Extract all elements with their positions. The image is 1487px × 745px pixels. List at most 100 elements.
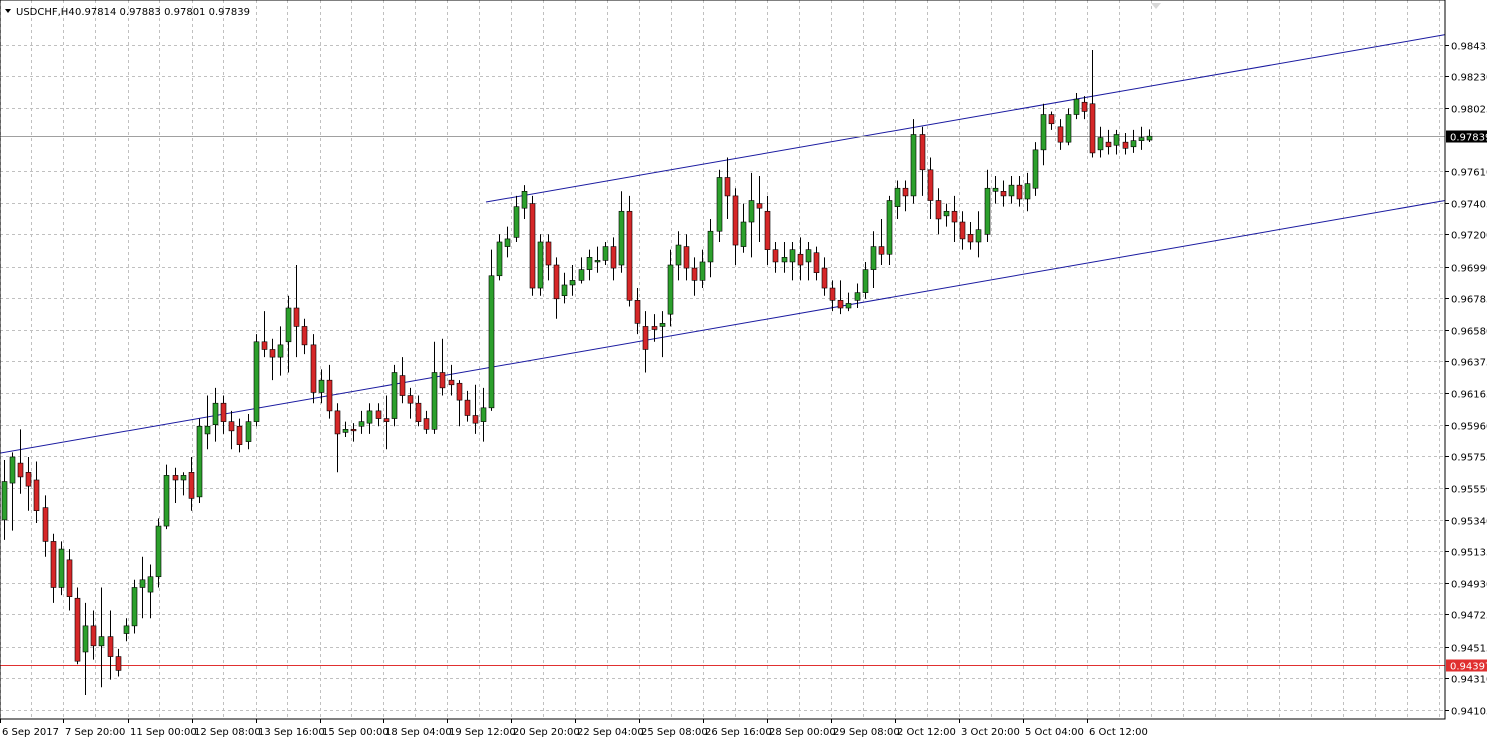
candle-body-bull [391, 372, 398, 419]
candle-body-bear [375, 410, 382, 419]
candle [139, 556, 146, 619]
candle-body-bull [513, 206, 520, 238]
candle [366, 403, 373, 434]
candle [919, 126, 926, 196]
candle [910, 119, 917, 204]
candle-body-bull [318, 379, 325, 393]
candle-body-bear [772, 249, 779, 263]
candle-body-bear [642, 326, 649, 350]
y-tick-label: 0.95755 [1451, 453, 1487, 464]
candle [756, 175, 763, 242]
candle-body-bull [707, 230, 714, 263]
candle [707, 218, 714, 278]
shift-marker-icon[interactable] [1151, 3, 1161, 9]
candle [1138, 126, 1145, 150]
candle [17, 429, 24, 494]
candle [90, 610, 97, 660]
candle-body-bear [797, 253, 804, 266]
candle-body-bear [683, 246, 690, 269]
candle-body-bull [845, 303, 852, 309]
candle-body-bull [1024, 183, 1031, 200]
candle [683, 234, 690, 281]
candle-body-bull [1097, 137, 1104, 151]
candle-body-bull [1065, 114, 1072, 143]
dropdown-triangle-icon[interactable] [5, 9, 11, 13]
candle-body-bull [82, 625, 89, 653]
candle-body-bear [399, 375, 406, 396]
candle-body-bull [521, 191, 528, 209]
candle [50, 533, 57, 603]
candle-body-bull [537, 241, 544, 289]
candle [602, 241, 609, 266]
y-tick-label: 0.98025 [1451, 105, 1487, 116]
candle-body-bull [480, 407, 487, 422]
candle [74, 587, 81, 665]
candle-body-bull [358, 421, 365, 427]
candle-body-bear [74, 597, 81, 662]
candle [724, 157, 731, 219]
candle-body-bear [301, 326, 308, 346]
candle [342, 421, 349, 437]
candle-body-bull [975, 229, 982, 243]
candle [1073, 93, 1080, 120]
candle [1065, 108, 1072, 146]
candle-body-bear [878, 246, 885, 255]
candle [659, 311, 666, 358]
candle [829, 280, 836, 312]
candle [318, 369, 325, 404]
candle [626, 195, 633, 307]
candle [415, 395, 422, 427]
support-price-tag [1446, 659, 1487, 672]
candle [212, 387, 219, 442]
support-price-label: 0.94397 [1450, 662, 1487, 673]
candle-body-bull [992, 187, 999, 192]
x-tick-label: 15 Sep 00:00 [322, 727, 389, 738]
x-tick-label: 5 Oct 04:00 [1025, 727, 1084, 738]
candle [285, 295, 292, 373]
candle [975, 211, 982, 258]
candle-body-bull [984, 187, 991, 235]
y-tick-label: 0.96375 [1451, 358, 1487, 369]
candle [943, 203, 950, 227]
candle-body-bear [1057, 126, 1064, 143]
candle-body-bear [902, 187, 909, 197]
candle [383, 395, 390, 450]
candle-body-bear [90, 625, 97, 647]
candle-body-bear [472, 415, 479, 424]
candle-body-bear [228, 421, 235, 432]
candle-body-bull [1113, 134, 1120, 146]
candle [33, 461, 40, 523]
candle [862, 261, 869, 299]
current-price-label: 0.97839 [1450, 133, 1487, 144]
candle [334, 403, 341, 473]
candle-body-bull [602, 246, 609, 261]
candle [1097, 126, 1104, 158]
candle [245, 413, 252, 450]
candle-body-bull [618, 210, 625, 266]
candle [1089, 50, 1096, 158]
candle [439, 338, 446, 396]
x-tick-label: 18 Sep 04:00 [385, 727, 452, 738]
y-tick-label: 0.96165 [1451, 390, 1487, 401]
candle-body-bear [464, 399, 471, 416]
candle [42, 495, 49, 557]
candle [740, 203, 747, 253]
candle [1113, 129, 1120, 155]
candle [1000, 180, 1007, 207]
candle [391, 364, 398, 427]
candle [147, 564, 154, 619]
candle-body-bear [350, 429, 357, 432]
candle-body-bull [578, 269, 585, 281]
candle [1122, 132, 1129, 155]
candles [1, 50, 1153, 695]
candle [1016, 175, 1023, 207]
candle [1032, 142, 1039, 196]
candle-body-bear [1048, 114, 1055, 125]
candle [131, 579, 138, 634]
candle [821, 257, 828, 296]
candle [155, 518, 162, 588]
